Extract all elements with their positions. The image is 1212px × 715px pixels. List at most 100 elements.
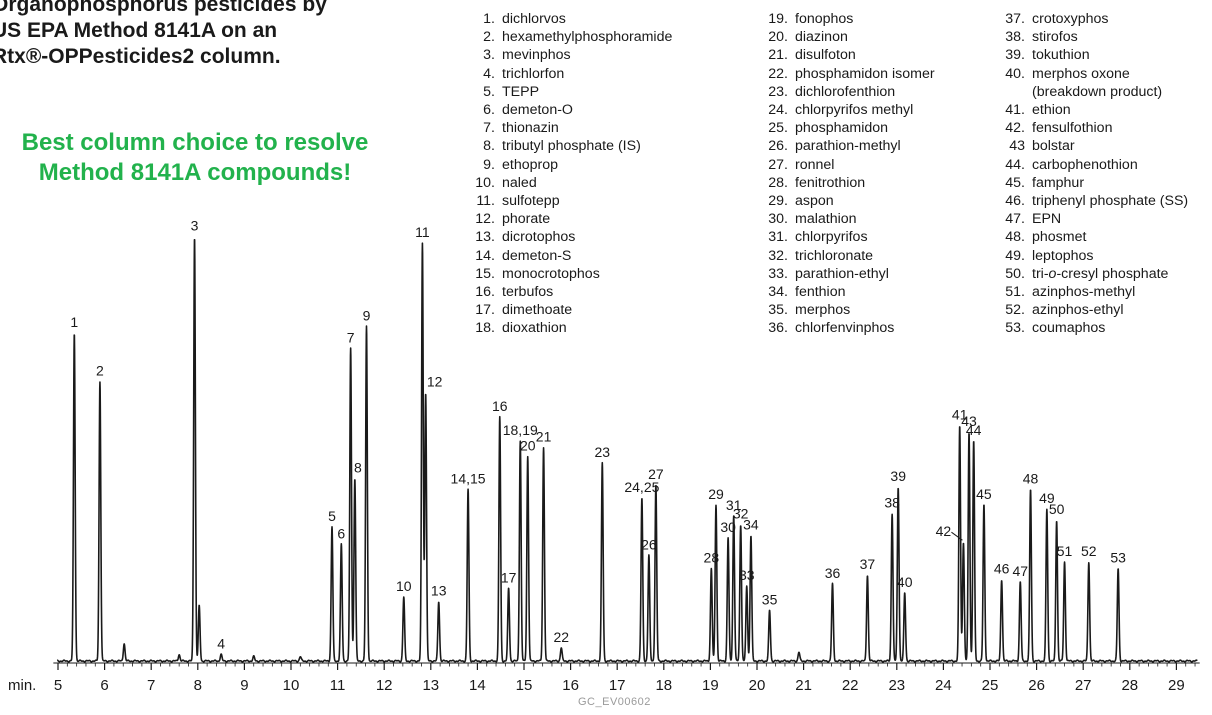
compound-name: tri-o-cresyl phosphate xyxy=(1032,265,1169,282)
x-tick-label: 13 xyxy=(422,677,439,694)
compound-name: tokuthion xyxy=(1032,47,1090,64)
compound-name: tributyl phosphate (IS) xyxy=(502,138,641,155)
compound-number: 30. xyxy=(768,211,788,228)
peak-label: 13 xyxy=(431,583,447,599)
peak-label: 9 xyxy=(363,308,371,324)
x-tick-label: 19 xyxy=(702,677,719,694)
compound-number: 20. xyxy=(768,29,788,46)
compound-number: 27. xyxy=(768,156,788,173)
compound-name: azinphos-methyl xyxy=(1032,284,1136,301)
compound-item: 12. phorate xyxy=(475,210,752,228)
compound-number: 52. xyxy=(1005,302,1025,319)
compound-item: 19. fonophos xyxy=(768,10,1005,28)
compound-item: 36. chlorfenvinphos xyxy=(768,319,1005,337)
compound-name: disulfoton xyxy=(795,47,856,64)
compound-number: 22. xyxy=(768,65,788,82)
compound-number: 41. xyxy=(1005,102,1025,119)
peak-label: 6 xyxy=(337,525,345,541)
compound-item: 31. chlorpyrifos xyxy=(768,228,1005,246)
x-tick-label: 15 xyxy=(516,677,533,694)
compound-name-continuation: (breakdown product) xyxy=(1032,83,1163,100)
compound-number: 6. xyxy=(483,102,495,119)
x-tick-label: 27 xyxy=(1075,677,1092,694)
compound-item: 49. leptophos xyxy=(1005,247,1212,265)
peak-label: 29 xyxy=(708,486,724,502)
x-tick-label: 18 xyxy=(655,677,672,694)
compound-number: 32. xyxy=(768,247,788,264)
compound-number: 43 xyxy=(1009,138,1025,155)
peak-label: 1 xyxy=(70,314,78,330)
compound-item: 9. ethoprop xyxy=(482,156,752,174)
compound-name: fenitrothion xyxy=(795,174,866,191)
compound-item: 41. ethion xyxy=(1005,101,1212,119)
peak-label: 34 xyxy=(743,517,759,533)
headline-line-2: US EPA Method 8141A on an xyxy=(0,19,278,42)
peak-label: 10 xyxy=(396,578,412,594)
compound-name: dichlorvos xyxy=(502,11,566,27)
compound-number: 25. xyxy=(768,120,788,137)
peak-label: 2 xyxy=(96,363,104,379)
peak-label: 17 xyxy=(501,569,517,585)
peak-label: 26 xyxy=(641,536,657,552)
compound-name: fenthion xyxy=(795,284,846,301)
compound-number: 34. xyxy=(768,284,788,301)
peak-label: 51 xyxy=(1057,543,1073,559)
compound-number: 51. xyxy=(1005,284,1025,301)
x-tick-label: 5 xyxy=(54,677,62,694)
compound-number: 26. xyxy=(768,138,788,155)
peak-label: 11 xyxy=(415,224,430,240)
compound-name: demeton-O xyxy=(502,102,573,119)
x-tick-label: 22 xyxy=(842,677,859,694)
compound-number: 13. xyxy=(475,229,495,246)
peak-label: 20 xyxy=(520,437,536,453)
peak-label: 41 xyxy=(952,407,968,423)
compound-name: malathion xyxy=(795,211,857,228)
peak-labels: 1234567891011121314,15161718,19202122232… xyxy=(70,217,1126,651)
peak-label: 44 xyxy=(966,422,982,438)
compound-number: 3. xyxy=(483,47,495,64)
compound-item: 25. phosphamidon xyxy=(768,119,1005,137)
compound-name: trichlorfon xyxy=(502,65,565,82)
compound-item: 52. azinphos-ethyl xyxy=(1005,301,1212,319)
peak-label: 3 xyxy=(191,217,199,233)
compound-number: 18. xyxy=(475,320,495,337)
peak-label: 16 xyxy=(492,398,508,414)
compound-name: coumaphos xyxy=(1032,320,1106,337)
compound-item: 14. demeton-S xyxy=(475,247,752,265)
x-tick-label: 16 xyxy=(562,677,579,694)
peak-label: 43 xyxy=(961,413,977,429)
compound-item: 45. famphur xyxy=(1005,174,1212,192)
peak-label: 8 xyxy=(354,459,362,475)
compound-number: 48. xyxy=(1005,229,1025,246)
compound-name: phosphamidon isomer xyxy=(795,65,935,82)
compound-name: EPN xyxy=(1032,211,1062,228)
compound-name: thionazin xyxy=(502,120,559,137)
peak-label: 42 xyxy=(936,523,952,539)
x-axis: 5 6 7 8 9 10 11 12 13 14 15 16 17 18 19 20 21 22 23 24 25 26 2… xyxy=(8,662,1200,694)
x-tick-label: 24 xyxy=(935,677,952,694)
x-tick-label: 26 xyxy=(1028,677,1045,694)
peak-label: 39 xyxy=(890,468,906,484)
peak-label: 27 xyxy=(648,466,664,482)
compound-item: 30. malathion xyxy=(768,210,1005,228)
compound-item: 50. tri-o-cresyl phosphate xyxy=(1005,265,1212,283)
peak-label: 50 xyxy=(1049,501,1065,517)
peak-label: 35 xyxy=(762,591,778,607)
compound-number: 35. xyxy=(768,302,788,319)
peak-label: 31 xyxy=(726,497,742,513)
peak-label: 30 xyxy=(720,519,736,535)
compound-item: 34. fenthion xyxy=(768,283,1005,301)
compound-item: 28. fenitrothion xyxy=(768,174,1005,192)
compound-name: phosphamidon xyxy=(795,120,889,137)
compound-name: merphos oxone xyxy=(1032,65,1130,82)
compound-list-column-3: 37. crotoxyphos 38. stirofos 39. tokuthion 40.… xyxy=(1005,10,1212,338)
compound-item: 40. merphos oxone (breakdown product) xyxy=(1005,65,1212,101)
compound-number: 19. xyxy=(768,11,788,27)
compound-number: 16. xyxy=(475,284,495,301)
compound-number: 39. xyxy=(1005,47,1025,64)
compound-name: phosmet xyxy=(1032,229,1087,246)
x-axis-unit: min. xyxy=(8,677,36,694)
peak-label: 28 xyxy=(704,550,720,566)
compound-name: hexamethylphosphoramide xyxy=(502,29,673,46)
peak-label: 23 xyxy=(594,444,610,460)
